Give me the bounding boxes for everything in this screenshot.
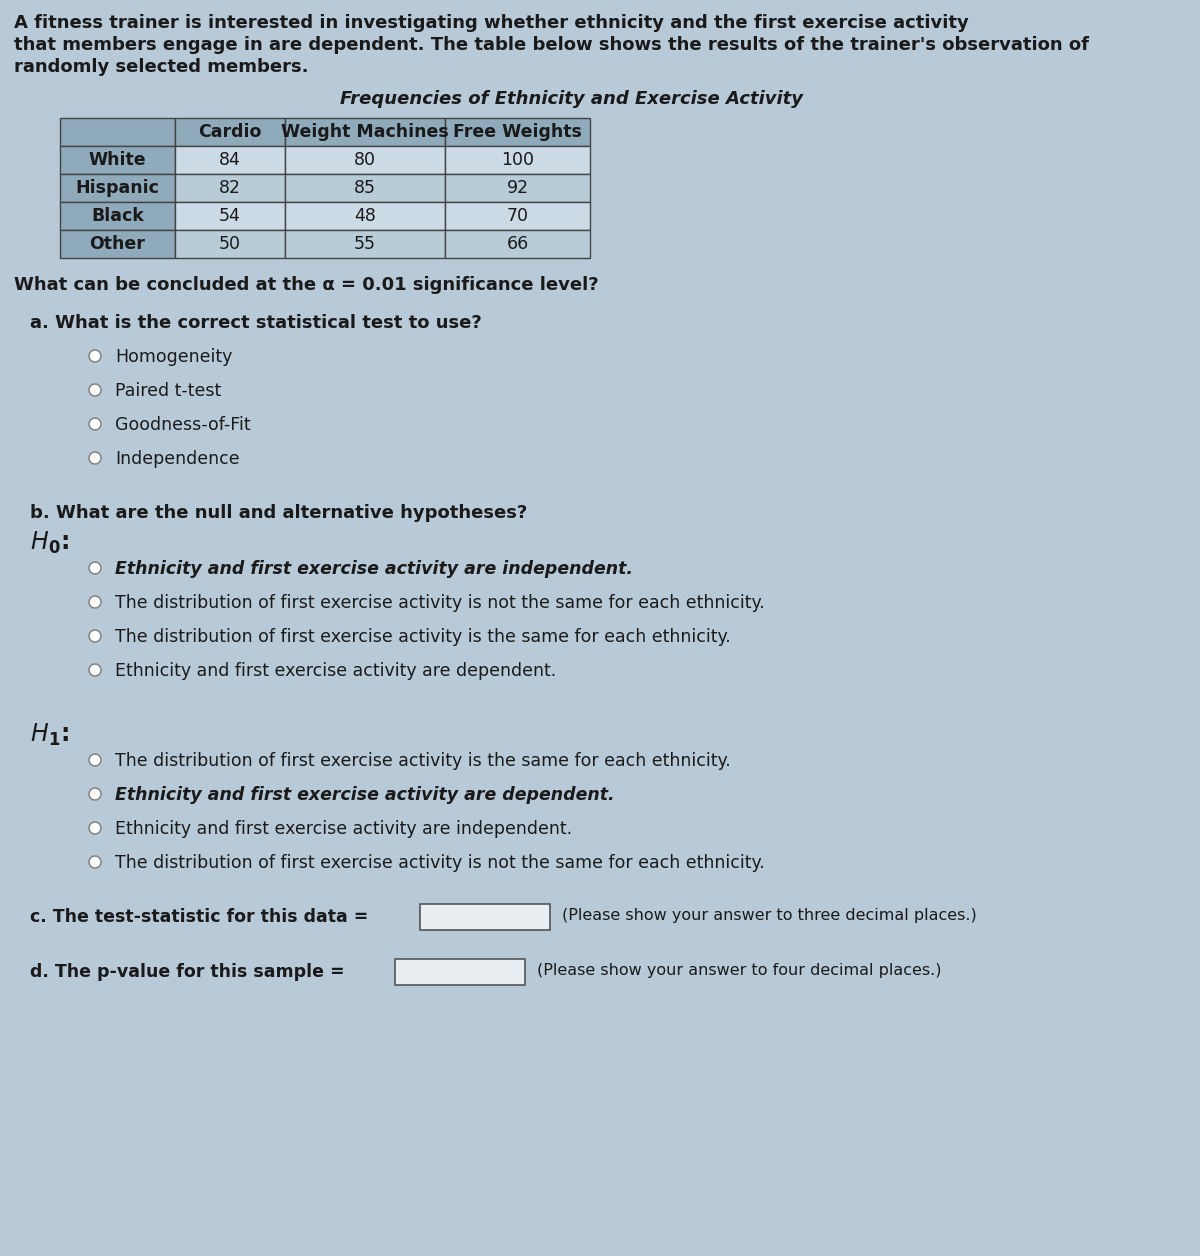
Circle shape	[89, 418, 101, 430]
FancyBboxPatch shape	[175, 146, 286, 175]
Text: The distribution of first exercise activity is the same for each ethnicity.: The distribution of first exercise activ…	[115, 752, 731, 770]
FancyBboxPatch shape	[175, 175, 286, 202]
Text: Cardio: Cardio	[198, 123, 262, 141]
Circle shape	[89, 561, 101, 574]
FancyBboxPatch shape	[60, 146, 175, 175]
FancyBboxPatch shape	[420, 904, 550, 929]
Text: 55: 55	[354, 235, 376, 252]
Text: The distribution of first exercise activity is not the same for each ethnicity.: The distribution of first exercise activ…	[115, 854, 764, 872]
FancyBboxPatch shape	[60, 118, 175, 146]
Text: b. What are the null and alternative hypotheses?: b. What are the null and alternative hyp…	[30, 504, 527, 522]
Circle shape	[89, 384, 101, 396]
FancyBboxPatch shape	[175, 202, 286, 230]
FancyBboxPatch shape	[445, 146, 590, 175]
Text: Ethnicity and first exercise activity are dependent.: Ethnicity and first exercise activity ar…	[115, 662, 557, 679]
FancyBboxPatch shape	[286, 175, 445, 202]
Circle shape	[89, 631, 101, 642]
FancyBboxPatch shape	[445, 175, 590, 202]
Text: Ethnicity and first exercise activity are independent.: Ethnicity and first exercise activity ar…	[115, 560, 634, 578]
Text: 70: 70	[506, 207, 528, 225]
FancyBboxPatch shape	[445, 202, 590, 230]
Text: 82: 82	[220, 180, 241, 197]
Text: $\mathbf{\mathit{H}}$$\mathbf{_0}$:: $\mathbf{\mathit{H}}$$\mathbf{_0}$:	[30, 530, 68, 556]
Circle shape	[89, 788, 101, 800]
Circle shape	[89, 350, 101, 362]
Circle shape	[89, 664, 101, 676]
Text: 92: 92	[506, 180, 528, 197]
Text: What can be concluded at the α = 0.01 significance level?: What can be concluded at the α = 0.01 si…	[14, 276, 599, 294]
Text: White: White	[89, 151, 146, 170]
FancyBboxPatch shape	[175, 118, 286, 146]
FancyBboxPatch shape	[175, 230, 286, 257]
Text: Weight Machines: Weight Machines	[281, 123, 449, 141]
Text: Independence: Independence	[115, 450, 240, 468]
Text: 48: 48	[354, 207, 376, 225]
Text: Hispanic: Hispanic	[76, 180, 160, 197]
Text: Ethnicity and first exercise activity are dependent.: Ethnicity and first exercise activity ar…	[115, 786, 614, 804]
Text: Free Weights: Free Weights	[454, 123, 582, 141]
FancyBboxPatch shape	[395, 960, 526, 985]
Text: Homogeneity: Homogeneity	[115, 348, 233, 365]
FancyBboxPatch shape	[60, 230, 175, 257]
Text: The distribution of first exercise activity is the same for each ethnicity.: The distribution of first exercise activ…	[115, 628, 731, 646]
Text: A fitness trainer is interested in investigating whether ethnicity and the first: A fitness trainer is interested in inves…	[14, 14, 968, 31]
Text: randomly selected members.: randomly selected members.	[14, 58, 308, 77]
Circle shape	[89, 754, 101, 766]
Text: 66: 66	[506, 235, 529, 252]
Circle shape	[89, 452, 101, 463]
Text: that members engage in are dependent. The table below shows the results of the t: that members engage in are dependent. Th…	[14, 36, 1090, 54]
Text: 84: 84	[220, 151, 241, 170]
Text: Black: Black	[91, 207, 144, 225]
Text: Ethnicity and first exercise activity are independent.: Ethnicity and first exercise activity ar…	[115, 820, 572, 838]
Text: (Please show your answer to three decimal places.): (Please show your answer to three decima…	[562, 908, 977, 923]
Circle shape	[89, 597, 101, 608]
Text: 85: 85	[354, 180, 376, 197]
Text: a. What is the correct statistical test to use?: a. What is the correct statistical test …	[30, 314, 481, 332]
Text: 100: 100	[502, 151, 534, 170]
Text: 80: 80	[354, 151, 376, 170]
FancyBboxPatch shape	[60, 202, 175, 230]
Text: Frequencies of Ethnicity and Exercise Activity: Frequencies of Ethnicity and Exercise Ac…	[340, 90, 803, 108]
Text: d. The p-value for this sample =: d. The p-value for this sample =	[30, 963, 344, 981]
Circle shape	[89, 857, 101, 868]
Text: 50: 50	[220, 235, 241, 252]
Text: Other: Other	[90, 235, 145, 252]
FancyBboxPatch shape	[286, 118, 445, 146]
Circle shape	[89, 821, 101, 834]
Text: Paired t-test: Paired t-test	[115, 382, 221, 399]
Text: c. The test-statistic for this data =: c. The test-statistic for this data =	[30, 908, 368, 926]
FancyBboxPatch shape	[445, 118, 590, 146]
Text: $\mathbf{\mathit{H}}$$\mathbf{_1}$:: $\mathbf{\mathit{H}}$$\mathbf{_1}$:	[30, 722, 68, 749]
FancyBboxPatch shape	[286, 202, 445, 230]
Text: The distribution of first exercise activity is not the same for each ethnicity.: The distribution of first exercise activ…	[115, 594, 764, 612]
FancyBboxPatch shape	[286, 146, 445, 175]
FancyBboxPatch shape	[60, 175, 175, 202]
FancyBboxPatch shape	[445, 230, 590, 257]
Text: (Please show your answer to four decimal places.): (Please show your answer to four decimal…	[538, 963, 942, 978]
Text: 54: 54	[220, 207, 241, 225]
Text: Goodness-of-Fit: Goodness-of-Fit	[115, 416, 251, 435]
FancyBboxPatch shape	[286, 230, 445, 257]
